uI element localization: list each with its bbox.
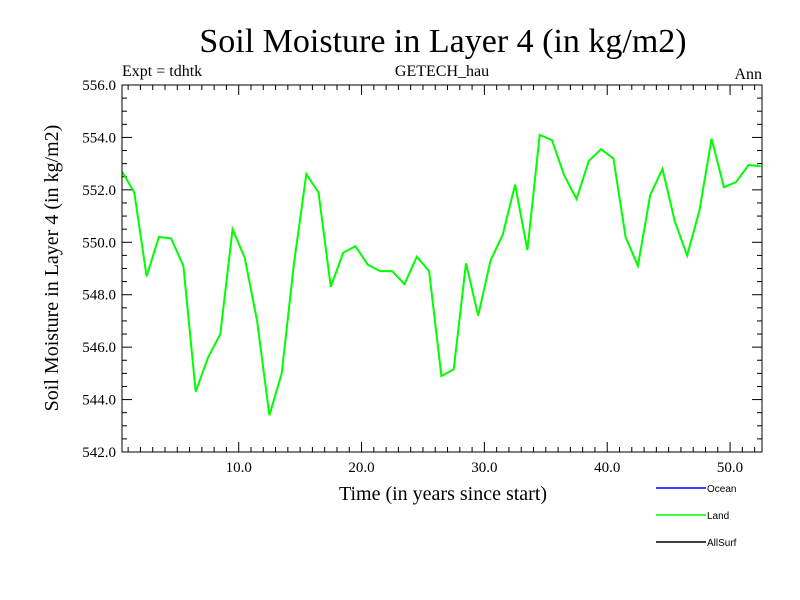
y-tick-label: 552.0 bbox=[82, 183, 116, 199]
x-tick-label: 40.0 bbox=[594, 460, 620, 476]
x-tick-label: 50.0 bbox=[717, 460, 743, 476]
dataset-label: GETECH_hau bbox=[395, 63, 489, 80]
y-tick-label: 546.0 bbox=[82, 340, 116, 356]
chart-title: Soil Moisture in Layer 4 (in kg/m2) bbox=[199, 23, 686, 60]
legend-label-allsurf: AllSurf bbox=[707, 538, 737, 549]
x-tick-label: 20.0 bbox=[348, 460, 374, 476]
plot-frame bbox=[121, 84, 763, 453]
y-tick-label: 548.0 bbox=[82, 288, 116, 304]
legend-label-land: Land bbox=[707, 511, 729, 522]
y-axis-label: Soil Moisture in Layer 4 (in kg/m2) bbox=[41, 125, 63, 412]
x-tick-label: 10.0 bbox=[226, 460, 252, 476]
y-tick-label: 550.0 bbox=[82, 235, 116, 251]
y-tick-label: 542.0 bbox=[82, 445, 116, 461]
period-label: Ann bbox=[734, 66, 762, 83]
y-tick-label: 544.0 bbox=[82, 393, 116, 409]
legend-label-ocean: Ocean bbox=[707, 484, 736, 495]
y-tick-label: 556.0 bbox=[82, 78, 116, 94]
experiment-label: Expt = tdhtk bbox=[122, 63, 202, 80]
x-axis-label: Time (in years since start) bbox=[339, 483, 547, 505]
y-tick-label: 554.0 bbox=[82, 130, 116, 146]
x-tick-label: 30.0 bbox=[471, 460, 497, 476]
series-line-land bbox=[121, 133, 761, 416]
legend: Ocean Land AllSurf bbox=[656, 484, 737, 549]
